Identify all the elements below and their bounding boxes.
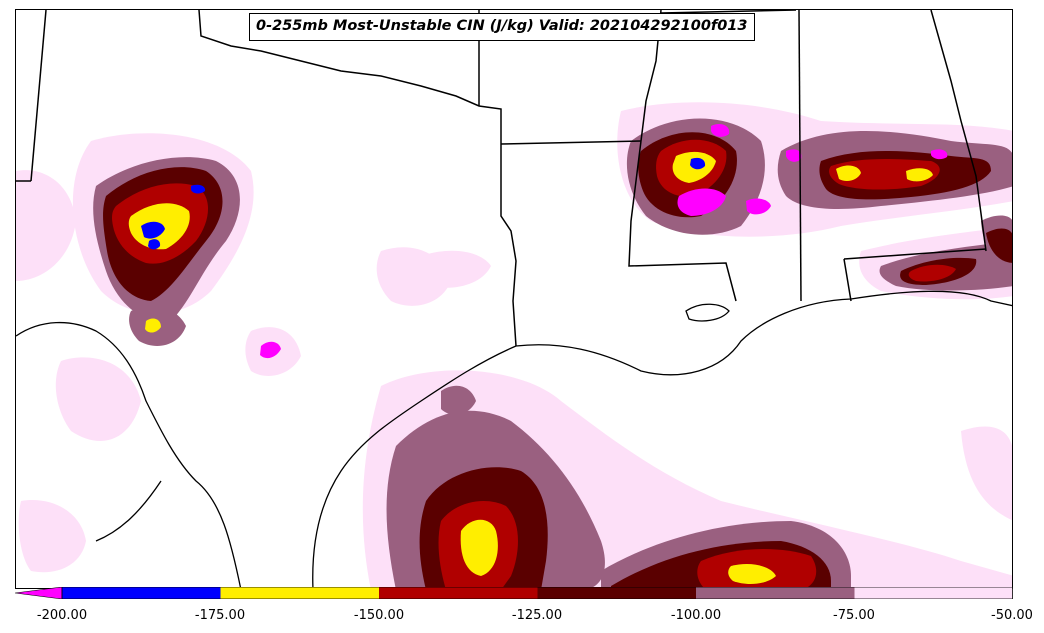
colorbar-tick-label: -150.00	[353, 608, 405, 623]
colorbar-tick-label: -50.00	[991, 608, 1033, 623]
colorbar-extend-min	[15, 587, 63, 599]
colorbar-bin-100-75	[696, 587, 855, 599]
colorbar	[15, 587, 1013, 599]
colorbar-bin-125-100	[537, 587, 696, 599]
colorbar-bin-200-175	[62, 587, 221, 599]
state-boundaries	[16, 10, 987, 347]
colorbar-tick-label: -200.00	[36, 608, 88, 623]
colorbar-bin-75-50	[854, 587, 1013, 599]
map-title: 0-255mb Most-Unstable CIN (J/kg) Valid: …	[249, 13, 755, 41]
coastline	[312, 290, 1012, 588]
cin-band-200-175	[141, 157, 706, 250]
cin-band-lt-200	[260, 123, 948, 359]
colorbar-tick-label: -175.00	[194, 608, 246, 623]
country-boundary	[16, 321, 242, 588]
colorbar-tick-label: -125.00	[511, 608, 563, 623]
colorbar-tick-label: -75.00	[833, 608, 875, 623]
cin-map	[16, 10, 1012, 588]
colorbar-bin-150-125	[379, 587, 538, 599]
map-panel	[15, 9, 1013, 589]
colorbar-tick-label: -100.00	[670, 608, 722, 623]
colorbar-bin-175-150	[220, 587, 379, 599]
